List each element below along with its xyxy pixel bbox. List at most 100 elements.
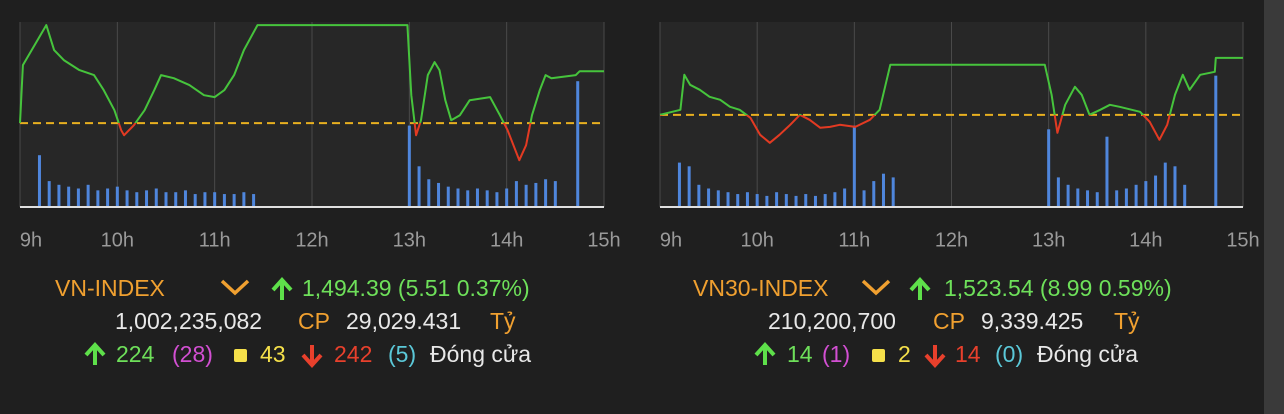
volume-bar [242,192,246,207]
index-name[interactable]: VN-INDEX [55,275,165,301]
up-arrow [271,277,293,300]
volume-bar [736,194,740,207]
x-tick-label: 11h [199,229,231,251]
volume-bar [57,184,61,207]
x-tick-label: 14h [1129,229,1162,251]
volume-bar [466,190,470,207]
turnover: 9,339.425 [981,308,1083,334]
volume-bar [252,194,256,207]
volume-bar [813,195,817,207]
volume-bar [193,194,197,207]
x-tick-label: 10h [740,229,773,251]
volume-bar [843,188,847,207]
volume-bar [174,192,178,207]
volume-bar [427,179,431,207]
floors: (0) [995,341,1023,367]
volume-bar [203,192,207,207]
volume-bar [1154,175,1158,207]
volume-bar [1134,184,1138,207]
turnover-unit: Tỷ [1114,308,1140,334]
volume-bar [881,173,885,207]
volume: 1,002,235,082 [115,308,262,334]
declines: 14 [955,341,981,367]
unchanged: 43 [260,341,286,367]
volume-bar [485,190,489,207]
volume-bar [417,166,421,207]
volume-bar [37,155,41,207]
volume-bar [86,184,90,207]
up-arrow [909,277,931,300]
up-arrow [754,342,776,365]
volume-bar [145,190,149,207]
ceilings: (28) [172,341,213,367]
volume-bar [852,125,856,207]
volume-bar [755,194,759,207]
volume-bar [96,190,100,207]
volume-bar [794,195,798,207]
index-name[interactable]: VN30-INDEX [693,275,828,301]
volume-bar [437,182,441,207]
volume-bar [1115,190,1119,207]
volume-bar [154,188,158,207]
volume-bar [862,190,866,207]
x-tick-label: 11h [838,229,870,251]
declines: 242 [334,341,372,367]
x-tick-label: 13h [393,229,426,251]
down-arrow [301,345,323,368]
index-line [659,56,1243,144]
volume-bar [47,181,51,207]
volume-bar [1086,190,1090,207]
ceilings: (1) [822,341,850,367]
unchanged-icon [234,349,247,362]
x-tick-label: 12h [935,229,968,251]
volume-bar [213,192,217,207]
advances: 14 [787,341,813,367]
unchanged-icon [872,349,885,362]
volume-bar [475,188,479,207]
volume-bar [1095,192,1099,207]
advances: 224 [116,341,155,367]
index-line [19,24,604,162]
volume-bar [1056,177,1060,207]
volume-bar [222,194,226,207]
down-arrow [924,345,946,368]
x-tick-label: 9h [660,229,682,251]
volume-bar [553,181,557,207]
volume-bar [823,194,827,207]
volume-bar [115,186,119,207]
volume-bar [514,181,518,207]
volume-bar [784,194,788,207]
x-tick-label: 9h [20,229,42,251]
volume-bar [1105,136,1109,207]
volume-unit: CP [933,308,965,334]
chevron[interactable] [220,279,250,296]
up-arrow [84,342,106,365]
turnover-unit: Tỷ [490,308,516,334]
volume-bar [775,192,779,207]
volume-bar [495,192,499,207]
volume: 210,200,700 [768,308,896,334]
chevron[interactable] [861,279,891,296]
turnover: 29,029.431 [346,308,461,334]
x-tick-label: 13h [1032,229,1065,251]
volume-unit: CP [298,308,330,334]
floors: (5) [388,341,416,367]
volume-bar [76,188,80,207]
volume-bar [716,190,720,207]
volume-bar [524,184,528,207]
volume-bar [687,166,691,207]
volume-bar [1066,184,1070,207]
volume-bar [707,188,711,207]
x-tick-label: 15h [587,229,620,251]
volume-bar [697,184,701,207]
x-tick-label: 15h [1226,229,1259,251]
x-tick-label: 14h [490,229,523,251]
volume-bar [106,188,110,207]
volume-bar [1124,188,1128,207]
volume-bar [534,182,538,207]
scrollbar [1264,0,1284,414]
volume-bar [872,181,876,207]
volume-bar [677,162,681,207]
volume-bar [164,192,168,207]
